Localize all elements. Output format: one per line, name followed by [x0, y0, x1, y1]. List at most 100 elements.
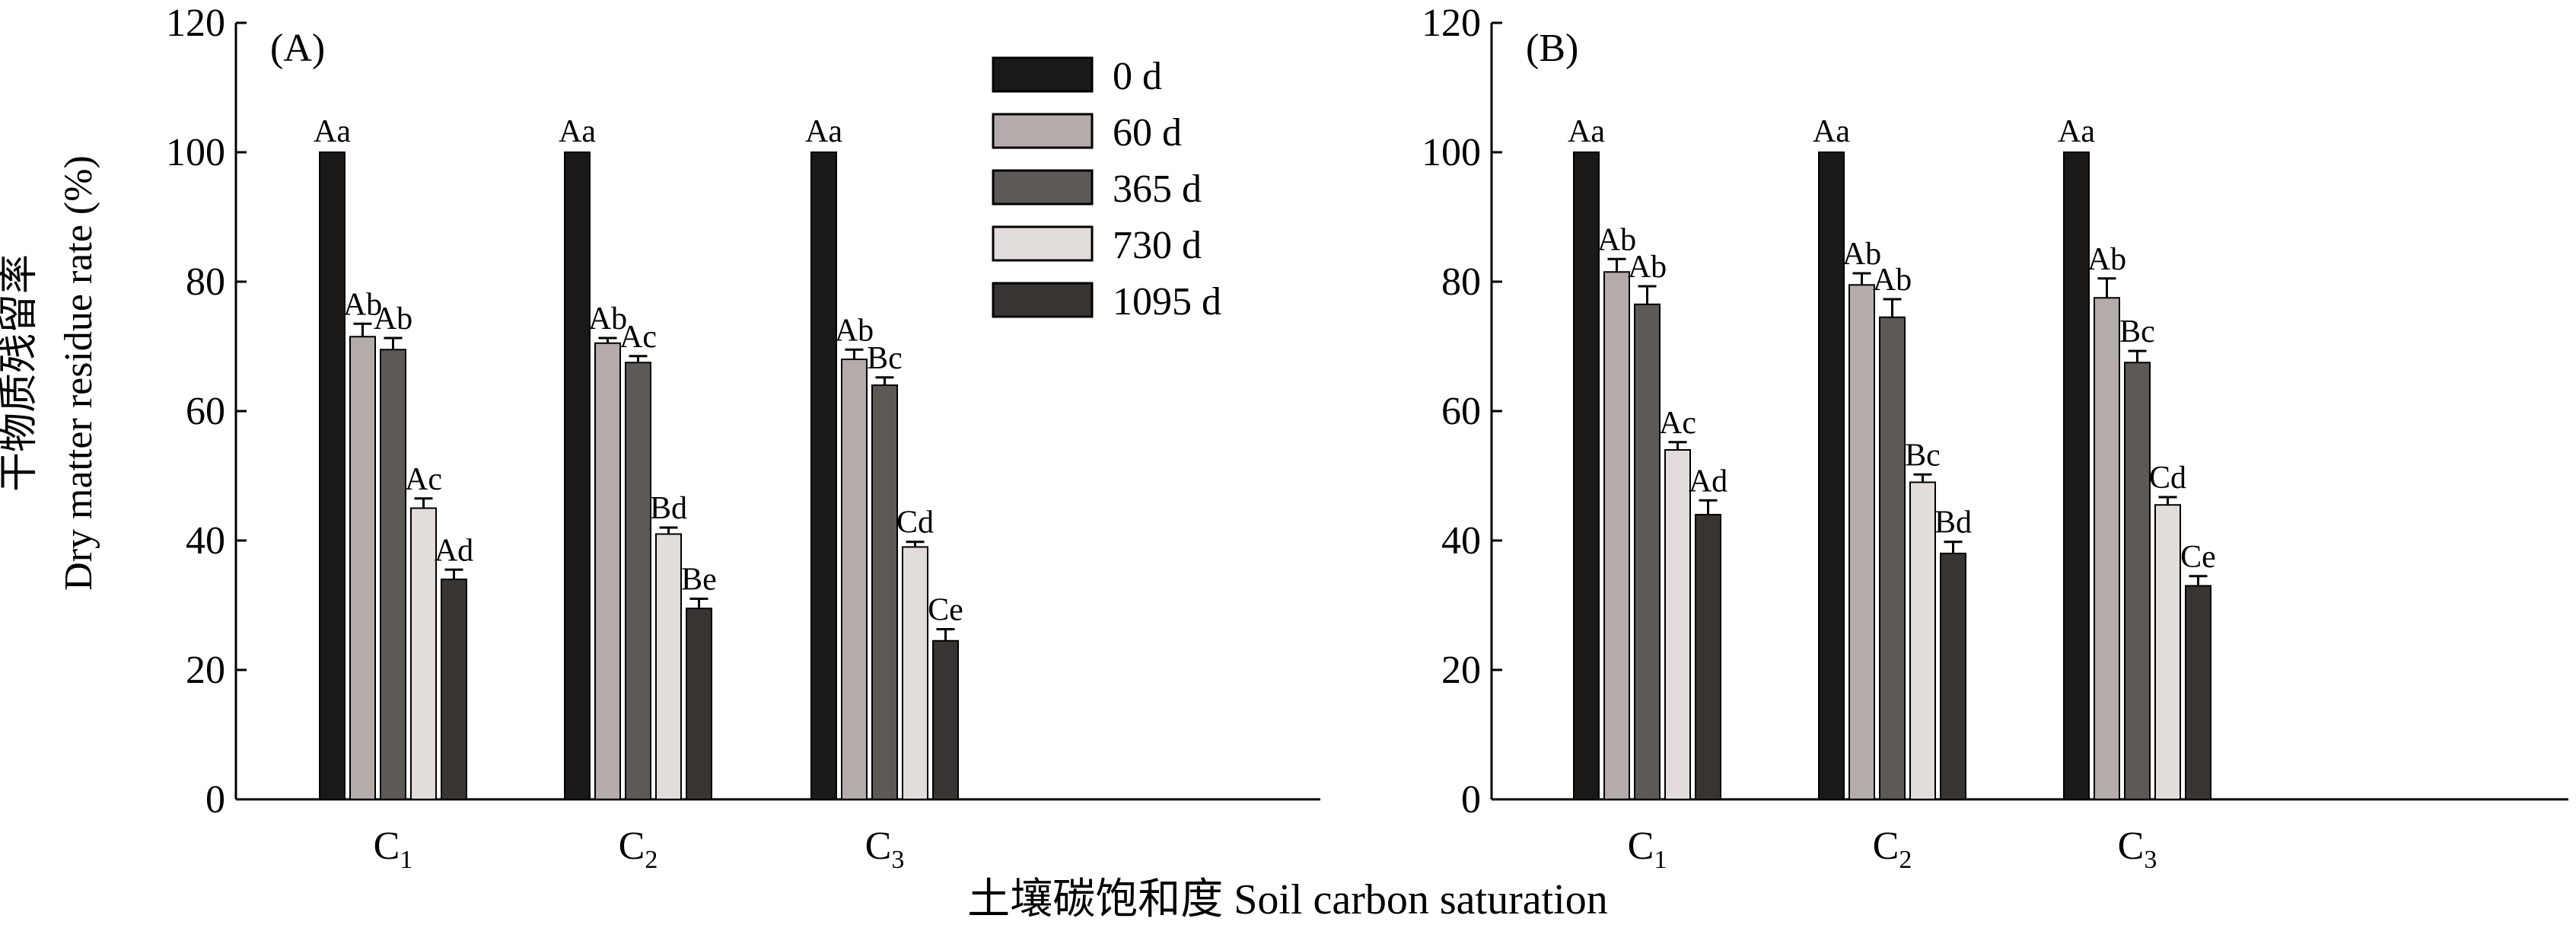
significance-label: Bc — [1905, 438, 1941, 473]
y-tick-label: 20 — [186, 649, 225, 692]
significance-label: Ce — [928, 592, 963, 627]
panel-label: (B) — [1526, 27, 1578, 70]
bar-60d-c2 — [594, 342, 621, 800]
bar-730d-c3 — [902, 546, 928, 800]
bar-365d-c1 — [380, 349, 406, 800]
bar-0d-c1 — [319, 151, 345, 800]
y-tick-label: 0 — [205, 778, 225, 821]
significance-label: Ac — [619, 320, 657, 355]
significance-label: Ab — [343, 287, 382, 322]
significance-label: Be — [681, 563, 717, 598]
y-tick-label: 100 — [166, 131, 225, 174]
significance-label: Ac — [1659, 406, 1696, 441]
panel-label: (A) — [270, 27, 325, 70]
category-label: C3 — [2118, 824, 2157, 874]
category-label: C2 — [1873, 824, 1912, 874]
bar-1095d-c2 — [686, 608, 712, 800]
bar-365d-c2 — [625, 362, 651, 800]
bar-0d-c3 — [2063, 151, 2090, 800]
bar-730d-c1 — [1664, 449, 1691, 800]
significance-label: Ab — [835, 313, 874, 348]
bar-730d-c1 — [410, 507, 437, 800]
significance-label: Ad — [435, 533, 473, 568]
significance-label: Ab — [1597, 222, 1636, 257]
significance-label: Ab — [2087, 242, 2126, 277]
y-tick-label: 60 — [186, 390, 225, 433]
y-tick-label: 40 — [186, 519, 225, 563]
bar-0d-c2 — [564, 151, 591, 800]
significance-label: Bd — [650, 491, 687, 526]
legend-swatch — [992, 169, 1094, 206]
bar-730d-c2 — [655, 533, 682, 800]
bar-1095d-c3 — [932, 639, 959, 800]
bar-0d-c1 — [1573, 151, 1600, 800]
category-label: C1 — [1628, 824, 1667, 874]
significance-label: Bc — [2119, 314, 2155, 349]
y-tick-label: 80 — [1441, 260, 1481, 304]
y-tick-label: 100 — [1422, 131, 1481, 174]
significance-label: Ab — [1873, 263, 1912, 298]
bar-1095d-c3 — [2185, 585, 2211, 800]
bar-1095d-c1 — [441, 579, 467, 800]
significance-label: Ab — [1628, 250, 1667, 285]
y-tick-label: 0 — [1461, 778, 1481, 821]
significance-label: Aa — [559, 114, 596, 149]
significance-label: Bd — [1934, 505, 1972, 541]
legend-swatch — [992, 113, 1094, 149]
significance-label: Cd — [896, 505, 934, 541]
bar-60d-c3 — [841, 359, 868, 800]
significance-label: Ad — [1689, 464, 1727, 499]
significance-label: Bc — [867, 341, 903, 376]
bar-1095d-c2 — [1940, 553, 1966, 800]
bar-0d-c2 — [1818, 151, 1845, 800]
bar-365d-c1 — [1634, 303, 1661, 800]
x-axis-label: 土壤碳饱和度 Soil carbon saturation — [967, 876, 1607, 923]
bar-60d-c1 — [1603, 271, 1630, 800]
y-tick-label: 60 — [1441, 390, 1481, 433]
bar-60d-c3 — [2094, 297, 2120, 800]
legend-swatch — [992, 56, 1094, 93]
bar-0d-c3 — [810, 151, 837, 800]
legend-swatch — [992, 282, 1094, 318]
significance-label: Ab — [588, 301, 627, 336]
legend-label: 60 d — [1113, 111, 1182, 155]
significance-label: Aa — [1568, 114, 1605, 149]
significance-label: Aa — [2058, 114, 2095, 149]
bar-365d-c3 — [871, 384, 898, 800]
y-axis-label-chinese: 干物质残留率 — [0, 254, 41, 492]
significance-label: Ab — [1842, 237, 1881, 272]
legend-label: 730 d — [1113, 224, 1202, 267]
y-axis-label: Dry matter residue rate (%) — [57, 155, 100, 591]
y-tick-label: 40 — [1441, 519, 1481, 563]
bar-365d-c2 — [1879, 316, 1906, 800]
legend-label: 0 d — [1113, 55, 1162, 98]
bar-365d-c3 — [2124, 362, 2151, 800]
significance-label: Cd — [2149, 461, 2186, 496]
category-label: C1 — [374, 824, 413, 874]
bar-60d-c2 — [1848, 284, 1875, 800]
panel-b: 020406080100120(B)AaAbAbAcAdC1AaAbAbBcBd… — [1422, 2, 2568, 874]
significance-label: Aa — [805, 114, 842, 149]
panel-a: 020406080100120(A)AaAbAbAcAdC1AaAbAcBdBe… — [166, 2, 1320, 874]
significance-label: Aa — [314, 114, 351, 149]
y-tick-label: 80 — [186, 260, 225, 304]
legend-label: 365 d — [1113, 167, 1202, 211]
category-label: C2 — [619, 824, 658, 874]
significance-label: Ab — [374, 301, 412, 336]
y-tick-label: 20 — [1441, 649, 1481, 692]
y-tick-label: 120 — [166, 2, 225, 45]
legend-label: 1095 d — [1113, 280, 1221, 324]
bar-730d-c2 — [1909, 481, 1936, 800]
significance-label: Ce — [2180, 540, 2216, 575]
bar-1095d-c1 — [1695, 514, 1721, 800]
y-tick-label: 120 — [1422, 2, 1481, 45]
significance-label: Aa — [1813, 114, 1850, 149]
bar-60d-c1 — [349, 336, 376, 800]
legend: 0 d 60 d 365 d 730 d 1095 d — [992, 55, 1221, 324]
significance-label: Ac — [405, 462, 442, 497]
bar-730d-c3 — [2154, 504, 2181, 800]
legend-swatch — [992, 225, 1094, 262]
category-label: C3 — [865, 824, 905, 874]
